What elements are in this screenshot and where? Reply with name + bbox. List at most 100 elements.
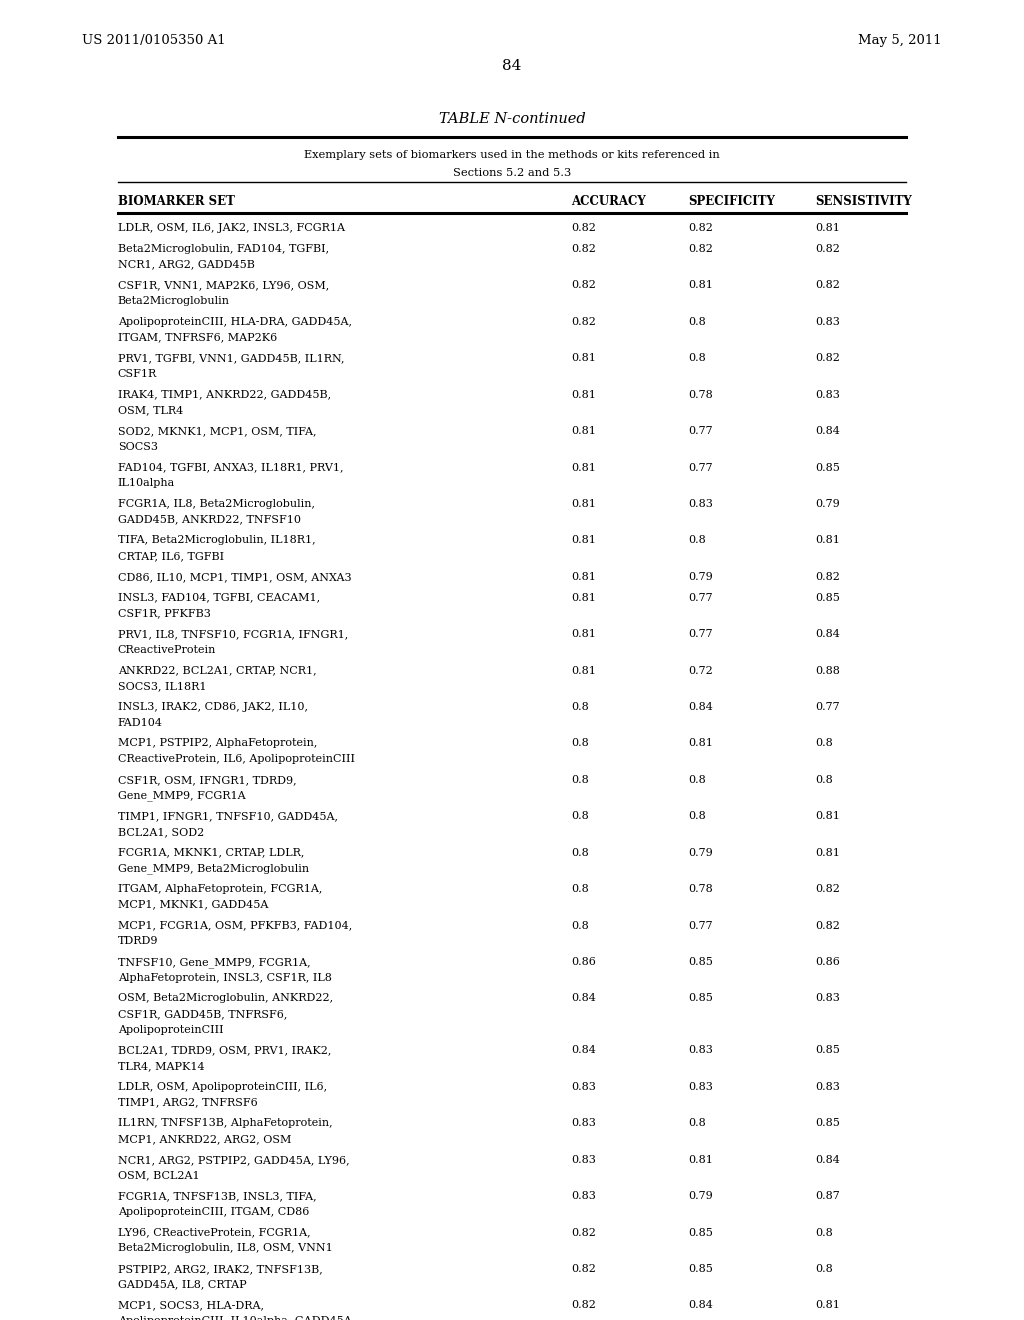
Text: 0.83: 0.83 bbox=[571, 1118, 596, 1129]
Text: TLR4, MAPK14: TLR4, MAPK14 bbox=[118, 1061, 205, 1071]
Text: Gene_MMP9, Beta2Microglobulin: Gene_MMP9, Beta2Microglobulin bbox=[118, 863, 309, 874]
Text: SENSISTIVITY: SENSISTIVITY bbox=[815, 195, 911, 209]
Text: IRAK4, TIMP1, ANKRD22, GADD45B,: IRAK4, TIMP1, ANKRD22, GADD45B, bbox=[118, 389, 331, 400]
Text: 0.78: 0.78 bbox=[688, 389, 713, 400]
Text: 0.81: 0.81 bbox=[688, 280, 713, 290]
Text: CD86, IL10, MCP1, TIMP1, OSM, ANXA3: CD86, IL10, MCP1, TIMP1, OSM, ANXA3 bbox=[118, 572, 351, 582]
Text: TDRD9: TDRD9 bbox=[118, 936, 159, 946]
Text: 0.81: 0.81 bbox=[571, 462, 596, 473]
Text: 0.8: 0.8 bbox=[688, 317, 706, 327]
Text: 0.8: 0.8 bbox=[571, 812, 589, 821]
Text: ITGAM, TNFRSF6, MAP2K6: ITGAM, TNFRSF6, MAP2K6 bbox=[118, 333, 278, 342]
Text: PRV1, IL8, TNFSF10, FCGR1A, IFNGR1,: PRV1, IL8, TNFSF10, FCGR1A, IFNGR1, bbox=[118, 630, 348, 639]
Text: AlphaFetoprotein, INSL3, CSF1R, IL8: AlphaFetoprotein, INSL3, CSF1R, IL8 bbox=[118, 973, 332, 982]
Text: SOCS3: SOCS3 bbox=[118, 442, 158, 451]
Text: 0.77: 0.77 bbox=[688, 593, 713, 603]
Text: 0.8: 0.8 bbox=[815, 1228, 833, 1238]
Text: Gene_MMP9, FCGR1A: Gene_MMP9, FCGR1A bbox=[118, 791, 246, 801]
Text: 0.81: 0.81 bbox=[815, 536, 840, 545]
Text: 0.77: 0.77 bbox=[688, 630, 713, 639]
Text: 0.83: 0.83 bbox=[815, 994, 840, 1003]
Text: CRTAP, IL6, TGFBI: CRTAP, IL6, TGFBI bbox=[118, 550, 224, 561]
Text: 0.82: 0.82 bbox=[815, 884, 840, 894]
Text: SPECIFICITY: SPECIFICITY bbox=[688, 195, 775, 209]
Text: 0.8: 0.8 bbox=[688, 536, 706, 545]
Text: 0.8: 0.8 bbox=[815, 1265, 833, 1274]
Text: 0.81: 0.81 bbox=[815, 223, 840, 234]
Text: 0.81: 0.81 bbox=[571, 354, 596, 363]
Text: 0.85: 0.85 bbox=[815, 593, 840, 603]
Text: ITGAM, AlphaFetoprotein, FCGR1A,: ITGAM, AlphaFetoprotein, FCGR1A, bbox=[118, 884, 323, 894]
Text: 0.82: 0.82 bbox=[571, 1265, 596, 1274]
Text: 0.79: 0.79 bbox=[815, 499, 840, 510]
Text: 0.83: 0.83 bbox=[571, 1155, 596, 1164]
Text: SOD2, MKNK1, MCP1, OSM, TIFA,: SOD2, MKNK1, MCP1, OSM, TIFA, bbox=[118, 426, 316, 436]
Text: 0.8: 0.8 bbox=[688, 812, 706, 821]
Text: NCR1, ARG2, PSTPIP2, GADD45A, LY96,: NCR1, ARG2, PSTPIP2, GADD45A, LY96, bbox=[118, 1155, 349, 1164]
Text: TIMP1, ARG2, TNFRSF6: TIMP1, ARG2, TNFRSF6 bbox=[118, 1097, 257, 1107]
Text: BIOMARKER SET: BIOMARKER SET bbox=[118, 195, 234, 209]
Text: 0.81: 0.81 bbox=[688, 738, 713, 748]
Text: 0.8: 0.8 bbox=[571, 702, 589, 711]
Text: LDLR, OSM, ApolipoproteinCIII, IL6,: LDLR, OSM, ApolipoproteinCIII, IL6, bbox=[118, 1082, 327, 1092]
Text: CSF1R, OSM, IFNGR1, TDRD9,: CSF1R, OSM, IFNGR1, TDRD9, bbox=[118, 775, 296, 785]
Text: 0.82: 0.82 bbox=[571, 317, 596, 327]
Text: MCP1, FCGR1A, OSM, PFKFB3, FAD104,: MCP1, FCGR1A, OSM, PFKFB3, FAD104, bbox=[118, 920, 352, 931]
Text: 0.82: 0.82 bbox=[815, 244, 840, 253]
Text: 0.84: 0.84 bbox=[688, 1300, 713, 1311]
Text: 0.81: 0.81 bbox=[815, 812, 840, 821]
Text: 0.83: 0.83 bbox=[571, 1191, 596, 1201]
Text: 0.79: 0.79 bbox=[688, 1191, 713, 1201]
Text: ANKRD22, BCL2A1, CRTAP, NCR1,: ANKRD22, BCL2A1, CRTAP, NCR1, bbox=[118, 665, 316, 676]
Text: CSF1R, VNN1, MAP2K6, LY96, OSM,: CSF1R, VNN1, MAP2K6, LY96, OSM, bbox=[118, 280, 329, 290]
Text: ApolipoproteinCIII, IL10alpha, GADD45A,: ApolipoproteinCIII, IL10alpha, GADD45A, bbox=[118, 1316, 355, 1320]
Text: FCGR1A, MKNK1, CRTAP, LDLR,: FCGR1A, MKNK1, CRTAP, LDLR, bbox=[118, 847, 304, 858]
Text: 0.8: 0.8 bbox=[815, 738, 833, 748]
Text: 0.84: 0.84 bbox=[815, 426, 840, 436]
Text: 0.8: 0.8 bbox=[571, 775, 589, 785]
Text: 0.85: 0.85 bbox=[688, 994, 713, 1003]
Text: ApolipoproteinCIII, ITGAM, CD86: ApolipoproteinCIII, ITGAM, CD86 bbox=[118, 1206, 309, 1217]
Text: BCL2A1, SOD2: BCL2A1, SOD2 bbox=[118, 826, 204, 837]
Text: 0.83: 0.83 bbox=[688, 499, 713, 510]
Text: TIFA, Beta2Microglobulin, IL18R1,: TIFA, Beta2Microglobulin, IL18R1, bbox=[118, 536, 315, 545]
Text: GADD45B, ANKRD22, TNFSF10: GADD45B, ANKRD22, TNFSF10 bbox=[118, 515, 301, 524]
Text: 0.8: 0.8 bbox=[815, 775, 833, 785]
Text: FCGR1A, TNFSF13B, INSL3, TIFA,: FCGR1A, TNFSF13B, INSL3, TIFA, bbox=[118, 1191, 316, 1201]
Text: 0.85: 0.85 bbox=[815, 1118, 840, 1129]
Text: 0.82: 0.82 bbox=[571, 1228, 596, 1238]
Text: CSF1R, GADD45B, TNFRSF6,: CSF1R, GADD45B, TNFRSF6, bbox=[118, 1008, 287, 1019]
Text: 0.82: 0.82 bbox=[815, 354, 840, 363]
Text: FAD104, TGFBI, ANXA3, IL18R1, PRV1,: FAD104, TGFBI, ANXA3, IL18R1, PRV1, bbox=[118, 462, 343, 473]
Text: TIMP1, IFNGR1, TNFSF10, GADD45A,: TIMP1, IFNGR1, TNFSF10, GADD45A, bbox=[118, 812, 338, 821]
Text: 0.82: 0.82 bbox=[815, 920, 840, 931]
Text: May 5, 2011: May 5, 2011 bbox=[858, 34, 942, 48]
Text: 0.79: 0.79 bbox=[688, 847, 713, 858]
Text: 0.77: 0.77 bbox=[688, 920, 713, 931]
Text: IL10alpha: IL10alpha bbox=[118, 478, 175, 488]
Text: CReactiveProtein, IL6, ApolipoproteinCIII: CReactiveProtein, IL6, ApolipoproteinCII… bbox=[118, 754, 354, 764]
Text: 0.8: 0.8 bbox=[688, 354, 706, 363]
Text: FAD104: FAD104 bbox=[118, 718, 163, 727]
Text: 0.77: 0.77 bbox=[688, 426, 713, 436]
Text: ApolipoproteinCIII: ApolipoproteinCIII bbox=[118, 1024, 223, 1035]
Text: Beta2Microglobulin, IL8, OSM, VNN1: Beta2Microglobulin, IL8, OSM, VNN1 bbox=[118, 1243, 333, 1253]
Text: MCP1, ANKRD22, ARG2, OSM: MCP1, ANKRD22, ARG2, OSM bbox=[118, 1134, 291, 1144]
Text: LDLR, OSM, IL6, JAK2, INSL3, FCGR1A: LDLR, OSM, IL6, JAK2, INSL3, FCGR1A bbox=[118, 223, 345, 234]
Text: 0.81: 0.81 bbox=[571, 572, 596, 582]
Text: 0.82: 0.82 bbox=[815, 572, 840, 582]
Text: 0.81: 0.81 bbox=[571, 389, 596, 400]
Text: 0.83: 0.83 bbox=[815, 1082, 840, 1092]
Text: 0.88: 0.88 bbox=[815, 665, 840, 676]
Text: Beta2Microglobulin, FAD104, TGFBI,: Beta2Microglobulin, FAD104, TGFBI, bbox=[118, 244, 329, 253]
Text: 0.85: 0.85 bbox=[688, 957, 713, 968]
Text: 0.84: 0.84 bbox=[688, 702, 713, 711]
Text: 0.87: 0.87 bbox=[815, 1191, 840, 1201]
Text: 0.84: 0.84 bbox=[815, 1155, 840, 1164]
Text: GADD45A, IL8, CRTAP: GADD45A, IL8, CRTAP bbox=[118, 1279, 247, 1290]
Text: 0.83: 0.83 bbox=[815, 389, 840, 400]
Text: 0.8: 0.8 bbox=[571, 884, 589, 894]
Text: 0.72: 0.72 bbox=[688, 665, 713, 676]
Text: 0.86: 0.86 bbox=[815, 957, 840, 968]
Text: 0.82: 0.82 bbox=[571, 244, 596, 253]
